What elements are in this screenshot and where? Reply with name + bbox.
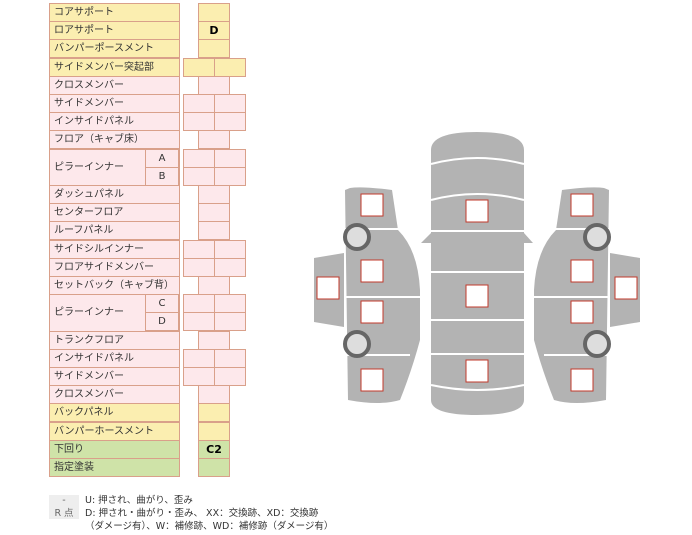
value-cell[interactable]: C2 <box>198 439 230 459</box>
legend-text: （ダメージ有）、W：補修跡、WD：補修跡（ダメージ有） <box>85 521 334 532</box>
value-cell[interactable] <box>198 458 230 477</box>
value-cell[interactable] <box>214 166 246 186</box>
damage-mark-box[interactable] <box>570 300 594 324</box>
damage-mark-box[interactable] <box>360 368 384 392</box>
value-cell[interactable] <box>214 312 246 332</box>
damage-mark-box[interactable] <box>360 259 384 283</box>
value-cell[interactable] <box>214 257 246 277</box>
part-label: 指定塗装 <box>49 458 180 477</box>
damage-mark-box[interactable] <box>360 300 384 324</box>
damage-mark-box[interactable] <box>316 276 340 300</box>
damage-mark-box[interactable] <box>570 193 594 217</box>
center-body <box>421 132 533 415</box>
damage-mark-box[interactable] <box>570 259 594 283</box>
value-cell[interactable] <box>214 367 246 386</box>
damage-mark-box[interactable] <box>465 284 489 308</box>
legend-item: - U: 押され、曲がり、歪み <box>49 492 193 506</box>
damage-mark-box[interactable] <box>570 368 594 392</box>
value-cell[interactable] <box>214 57 246 77</box>
legend-key: R 点 <box>49 505 79 519</box>
wheels <box>343 223 611 358</box>
damage-mark-box[interactable] <box>614 276 638 300</box>
legend-key: - <box>49 495 79 506</box>
damage-mark-box[interactable] <box>465 199 489 223</box>
wheel-icon <box>343 223 371 251</box>
damage-mark-box[interactable] <box>360 193 384 217</box>
wheel-icon <box>583 223 611 251</box>
legend-item: R 点 D: 押され・曲がり・歪み、 XX：交換跡、XD：交換跡 <box>49 505 318 519</box>
legend-item: （ダメージ有）、W：補修跡、WD：補修跡（ダメージ有） <box>49 518 333 532</box>
wheel-icon <box>583 330 611 358</box>
wheel-icon <box>343 330 371 358</box>
legend-text: D: 押され・曲がり・歪み、 XX：交換跡、XD：交換跡 <box>85 508 319 519</box>
damage-mark-box[interactable] <box>465 359 489 383</box>
value-cell[interactable] <box>214 112 246 132</box>
legend-text: U: 押され、曲がり、歪み <box>85 495 193 506</box>
